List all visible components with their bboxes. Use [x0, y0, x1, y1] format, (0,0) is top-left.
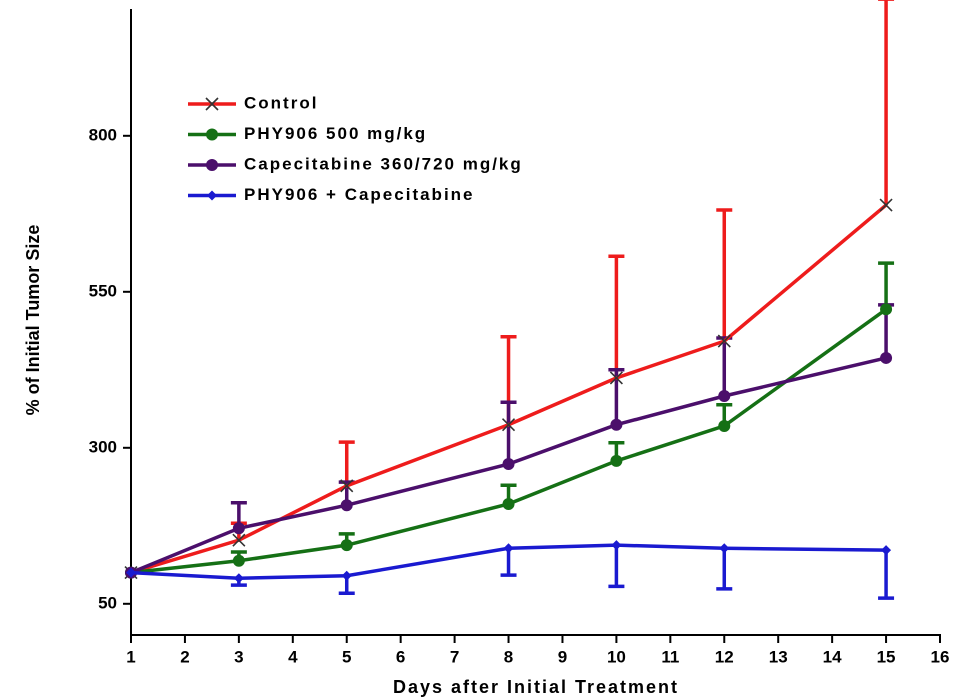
legend-label: Control [244, 93, 318, 112]
legend-marker [205, 97, 219, 111]
error-bar [878, 0, 895, 206]
marker [609, 371, 623, 385]
legend-label: PHY906 + Capecitabine [244, 185, 475, 204]
marker [880, 351, 893, 364]
y-tick-label: 300 [89, 437, 117, 456]
marker [340, 479, 354, 493]
error-bar [500, 400, 517, 465]
marker [718, 419, 731, 432]
legend-marker [206, 128, 218, 141]
x-tick-label: 5 [342, 647, 351, 666]
marker [503, 543, 514, 554]
marker [340, 539, 353, 552]
marker [880, 303, 893, 316]
plot-area [124, 0, 895, 600]
marker [502, 458, 515, 471]
marker [719, 543, 730, 554]
x-tick-label: 13 [769, 647, 788, 666]
marker [233, 573, 244, 584]
x-tick-label: 10 [607, 647, 626, 666]
x-tick-label: 2 [180, 647, 189, 666]
error-bar [878, 550, 895, 600]
error-bar [716, 208, 733, 342]
x-tick-label: 4 [288, 647, 298, 666]
x-tick-label: 1 [126, 647, 135, 666]
y-axis-title: % of Initial Tumor Size [23, 225, 43, 416]
y-tick-label: 550 [89, 281, 117, 300]
x-tick-label: 12 [715, 647, 734, 666]
x-tick-label: 14 [823, 647, 842, 666]
error-bar [338, 440, 355, 486]
legend-marker [206, 159, 218, 171]
marker [126, 567, 136, 578]
marker [501, 418, 516, 432]
error-bar [878, 261, 895, 310]
marker [718, 390, 731, 403]
x-tick-label: 8 [504, 647, 513, 666]
x-tick-label: 6 [396, 647, 405, 666]
marker [232, 522, 245, 535]
error-bar [716, 548, 733, 591]
marker [611, 540, 622, 551]
error-bar [608, 545, 625, 589]
marker [717, 334, 731, 348]
marker [610, 454, 623, 467]
x-axis-title: Days after Initial Treatment [393, 677, 679, 697]
y-tick-label: 800 [89, 125, 117, 144]
marker [341, 570, 352, 581]
x-tick-label: 3 [234, 647, 243, 666]
marker [340, 499, 353, 512]
error-bar [608, 254, 625, 378]
x-tick-label: 11 [661, 647, 679, 666]
legend-label: PHY906 500 mg/kg [244, 124, 427, 143]
y-tick-label: 50 [98, 593, 117, 612]
marker [610, 418, 623, 431]
marker [502, 497, 515, 510]
marker [232, 533, 246, 547]
x-tick-label: 7 [450, 647, 459, 666]
marker [232, 554, 245, 567]
x-tick-label: 15 [877, 647, 896, 666]
marker [879, 198, 893, 212]
marker [881, 545, 892, 556]
x-tick-label: 16 [931, 647, 950, 666]
legend-marker [207, 190, 217, 201]
legend-label: Capecitabine 360/720 mg/kg [244, 154, 523, 173]
x-tick-label: 9 [558, 647, 567, 666]
